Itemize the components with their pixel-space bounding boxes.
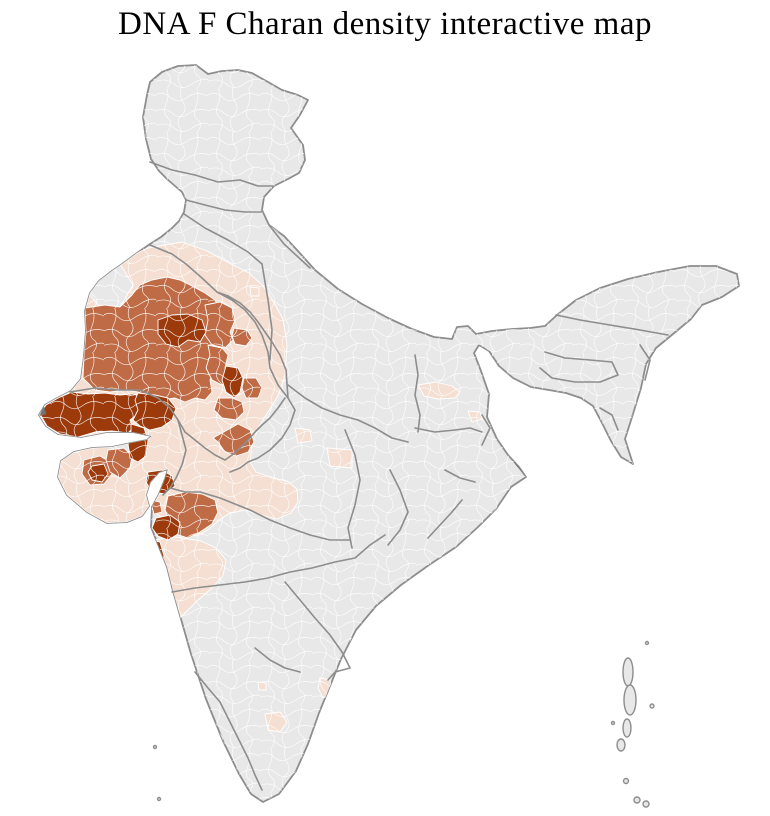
state-borders: [69, 161, 669, 791]
island-shape[interactable]: [622, 718, 632, 738]
andaman-nicobar-islands[interactable]: [152, 640, 655, 808]
island-shape[interactable]: [642, 800, 650, 808]
district-mesh: [39, 65, 739, 802]
island-shape[interactable]: [156, 796, 162, 802]
island-shape[interactable]: [616, 738, 626, 752]
island-shape[interactable]: [623, 684, 637, 716]
island-shape[interactable]: [649, 703, 655, 709]
district-shape[interactable]: [148, 488, 157, 498]
island-shape[interactable]: [152, 744, 158, 750]
page-title: DNA F Charan density interactive map: [118, 6, 652, 42]
island-shape[interactable]: [622, 657, 634, 687]
island-shape[interactable]: [622, 777, 630, 785]
island-shape[interactable]: [644, 640, 650, 646]
island-shape[interactable]: [610, 720, 616, 726]
island-shape[interactable]: [633, 796, 641, 804]
